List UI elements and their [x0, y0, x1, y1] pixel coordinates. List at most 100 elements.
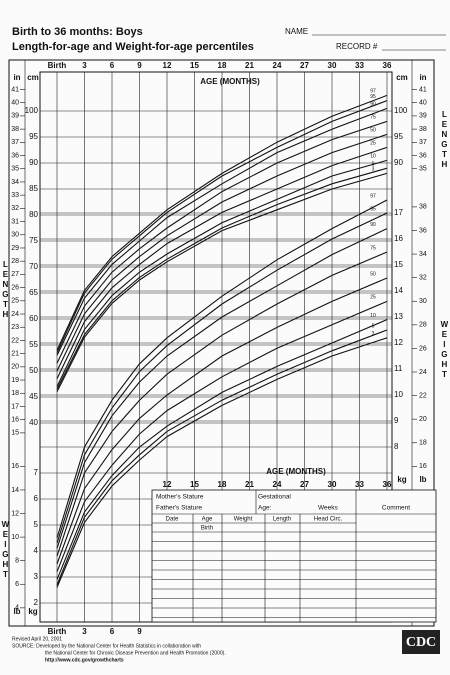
x-tick-label: 18 — [218, 480, 227, 489]
y-tick-label: 100 — [25, 106, 39, 115]
curve-label: 75 — [370, 245, 376, 251]
y-tick-label: 6 — [34, 494, 39, 503]
y-tick-label: 50 — [29, 366, 38, 375]
y-tick-label: 65 — [29, 288, 38, 297]
y2-tick-label: 29 — [11, 245, 19, 252]
y-tick-label: 90 — [394, 158, 403, 167]
y2-tick-label: 10 — [11, 534, 19, 541]
x-tick-label: 15 — [190, 61, 199, 70]
y2-tick-label: 32 — [11, 205, 19, 212]
curve-label: 97 — [370, 89, 376, 95]
y-tick-label: 15 — [394, 260, 403, 269]
x-tick-label: 12 — [163, 480, 172, 489]
table-text: Comment — [382, 505, 410, 512]
column-header: Head Circ. — [314, 517, 343, 523]
y-tick-label: 100 — [394, 106, 408, 115]
curve-label: 50 — [370, 128, 376, 134]
y-tick-label: 14 — [394, 286, 403, 295]
x-tick-label: 15 — [190, 480, 199, 489]
y2-tick-label: 26 — [419, 345, 427, 352]
curve-label: 10 — [370, 313, 376, 319]
y2-tick-label: 37 — [419, 139, 427, 146]
y2-tick-label: 17 — [11, 403, 19, 410]
y-tick-label: 11 — [394, 364, 403, 373]
y2-tick-label: 39 — [11, 113, 19, 120]
y-tick-label: 2 — [34, 598, 39, 607]
y2-tick-label: 20 — [419, 416, 427, 423]
y-tick-label: 9 — [394, 416, 399, 425]
x-tick-label: 30 — [328, 480, 337, 489]
y2-tick-label: 41 — [11, 86, 19, 93]
y-tick-label: 80 — [29, 210, 38, 219]
curve-label: 95 — [370, 206, 376, 212]
y2-tick-label: 24 — [419, 369, 427, 376]
x-tick-label: 30 — [328, 61, 337, 70]
logo: CDC — [406, 635, 436, 650]
y-tick-label: 3 — [34, 572, 39, 581]
x-tick-label: 9 — [137, 627, 142, 636]
y2-tick-label: 18 — [419, 440, 427, 447]
table-text: Gestational — [258, 494, 291, 501]
record-label: RECORD # — [336, 42, 378, 51]
x-tick-label: 18 — [218, 61, 227, 70]
unit-label: lb — [13, 607, 20, 616]
y2-tick-label: 30 — [419, 298, 427, 305]
y-tick-label: 55 — [29, 340, 38, 349]
y2-tick-label: 36 — [11, 152, 19, 159]
y2-tick-label: 35 — [11, 166, 19, 173]
x-tick-label: 3 — [82, 61, 87, 70]
y2-tick-label: 24 — [11, 311, 19, 318]
unit-label: in — [419, 73, 426, 82]
y2-tick-label: 34 — [419, 251, 427, 258]
y2-tick-label: 21 — [11, 350, 19, 357]
y2-tick-label: 23 — [11, 324, 19, 331]
frame — [8, 59, 435, 627]
x-tick-label: 6 — [110, 61, 115, 70]
unit-label: kg — [28, 607, 37, 616]
table-text: Age: — [258, 505, 272, 512]
unit-label: cm — [27, 73, 39, 82]
y2-tick-label: 39 — [419, 113, 427, 120]
y2-tick-label: 36 — [419, 227, 427, 234]
unit-label: kg — [397, 475, 406, 484]
length-side-label-right: LENGTH — [440, 110, 449, 170]
table-text: Father's Stature — [156, 505, 202, 512]
y-tick-label: 75 — [29, 236, 38, 245]
y-tick-label: 7 — [34, 468, 39, 477]
x-tick-label: 12 — [163, 61, 172, 70]
y2-tick-label: 41 — [419, 86, 427, 93]
x-tick-label: 36 — [383, 61, 392, 70]
y2-tick-label: 38 — [419, 126, 427, 133]
x-tick-label: 21 — [245, 480, 254, 489]
revised: Revised April 20, 2001 — [12, 636, 62, 642]
y2-tick-label: 33 — [11, 192, 19, 199]
y-tick-label: 16 — [394, 234, 403, 243]
y2-tick-label: 40 — [11, 100, 19, 107]
x-tick-label: Birth — [48, 627, 67, 636]
curve-label: 90 — [370, 102, 376, 108]
x-tick-label: Birth — [48, 61, 67, 70]
y2-tick-label: 16 — [11, 463, 19, 470]
record-table: Mother's Stature Gestational Father's St… — [151, 489, 437, 623]
birth-cell: Birth — [201, 526, 213, 532]
x-tick-label: 21 — [245, 61, 254, 70]
y-tick-label: 60 — [29, 314, 38, 323]
url: http://www.cdc.gov/growthcharts — [45, 657, 124, 663]
x-tick-label: 9 — [137, 61, 142, 70]
y2-tick-label: 4 — [15, 605, 19, 612]
y2-tick-label: 27 — [11, 271, 19, 278]
y-tick-label: 12 — [394, 338, 403, 347]
curve-label: 75 — [370, 115, 376, 121]
x-tick-label: 27 — [300, 480, 309, 489]
curve-label: 50 — [370, 271, 376, 277]
y-tick-label: 90 — [29, 158, 38, 167]
y-tick-label: 13 — [394, 312, 403, 321]
y2-tick-label: 32 — [419, 275, 427, 282]
y2-tick-label: 20 — [11, 364, 19, 371]
y2-tick-label: 19 — [11, 377, 19, 384]
y2-tick-label: 12 — [11, 510, 19, 517]
y2-tick-label: 16 — [11, 417, 19, 424]
